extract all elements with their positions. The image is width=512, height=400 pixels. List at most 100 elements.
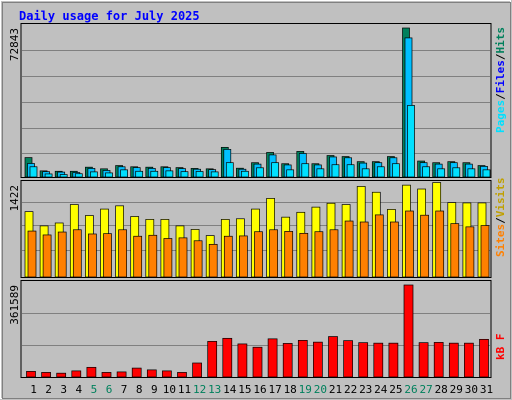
bar-kb-f-day-8: [131, 367, 142, 378]
x-tick-label-day-17: 17: [268, 383, 281, 396]
x-tick-label-day-11: 11: [178, 383, 191, 396]
x-tick-label-day-2: 2: [45, 383, 52, 396]
bar-pages-day-22: [346, 164, 355, 178]
bar-sites-day-9: [148, 234, 158, 278]
x-tick-label-day-9: 9: [151, 383, 158, 396]
bar-pages-day-27: [422, 166, 430, 178]
legend-hits: Hits: [494, 27, 507, 54]
bar-sites-day-6: [103, 233, 112, 278]
bar-kb-f-day-9: [146, 369, 157, 378]
legend-sites: Sites: [494, 224, 507, 257]
bar-pages-day-21: [331, 164, 340, 178]
bar-kb-f-day-21: [328, 336, 338, 378]
bar-kb-f-day-22: [343, 340, 353, 378]
bar-pages-day-18: [286, 169, 295, 178]
x-tick-label-day-25: 25: [389, 383, 402, 396]
x-tick-label-day-24: 24: [374, 383, 388, 396]
y-tick-label: 1422: [8, 185, 21, 212]
bar-sites-day-18: [284, 231, 294, 278]
bar-kb-f-day-26: [403, 284, 414, 378]
bar-pages-day-29: [452, 167, 461, 178]
bar-kb-f-day-27: [418, 342, 429, 378]
bar-sites-day-3: [57, 231, 67, 278]
bar-kb-f-day-4: [71, 370, 82, 378]
x-tick-label-day-14: 14: [223, 383, 237, 396]
bar-kb-f-day-1: [26, 371, 36, 378]
y-tick-label: 72843: [8, 28, 21, 61]
bar-sites-day-16: [254, 231, 263, 278]
panel-hits-frame: [20, 23, 492, 178]
legend-files: Files: [494, 60, 507, 93]
bar-sites-day-30: [465, 226, 475, 278]
bar-kb-f-day-31: [479, 338, 489, 378]
bar-kb-f-day-17: [267, 338, 278, 378]
chart-title: Daily usage for July 2025: [19, 9, 200, 23]
bar-kb-f-day-15: [237, 343, 248, 378]
x-tick-label-day-6: 6: [106, 383, 113, 396]
bar-sites-day-28: [435, 210, 445, 278]
bar-sites-day-20: [314, 231, 324, 278]
bar-pages-day-3: [59, 174, 68, 178]
bar-sites-day-17: [269, 229, 278, 278]
bar-pages-day-30: [467, 168, 476, 178]
bar-kb-f-day-14: [222, 337, 233, 378]
bar-pages-day-5: [90, 171, 98, 178]
bar-kb-f-day-23: [358, 342, 369, 378]
bar-kb-f-day-30: [464, 342, 474, 378]
bar-pages-day-9: [150, 170, 159, 178]
x-tick-label-day-27: 27: [419, 383, 432, 396]
legend-sep-3: /: [494, 217, 507, 224]
bar-kb-f-day-29: [448, 342, 459, 378]
x-tick-label-day-18: 18: [284, 383, 297, 396]
x-tick-label-day-19: 19: [299, 383, 312, 396]
x-tick-label-day-10: 10: [163, 383, 176, 396]
legend-visits: Visits: [494, 178, 507, 218]
bar-sites-day-27: [420, 214, 429, 278]
x-tick-label-day-20: 20: [314, 383, 327, 396]
bar-kb-f-day-12: [192, 362, 202, 378]
bar-sites-day-22: [344, 220, 354, 278]
x-tick-label-day-15: 15: [238, 383, 251, 396]
bar-sites-day-13: [208, 243, 218, 278]
bar-kb-f-day-25: [388, 342, 399, 378]
x-tick-label-day-28: 28: [435, 383, 448, 396]
x-tick-label-day-1: 1: [30, 383, 37, 396]
bar-sites-day-21: [329, 229, 339, 278]
bar-kb-f-day-28: [433, 342, 444, 378]
bar-sites-day-1: [27, 230, 37, 278]
bar-sites-day-15: [239, 235, 248, 278]
bar-pages-day-4: [74, 173, 83, 178]
bar-pages-day-31: [482, 169, 491, 178]
bar-sites-day-8: [133, 235, 143, 278]
x-tick-label-day-3: 3: [60, 383, 67, 396]
x-tick-label-day-23: 23: [359, 383, 372, 396]
legend-pages: Pages: [494, 100, 507, 133]
bar-sites-day-14: [223, 235, 233, 278]
bar-pages-day-24: [376, 166, 385, 178]
bar-sites-day-4: [72, 229, 82, 278]
x-tick-label-day-7: 7: [121, 383, 128, 396]
bar-kb-f-day-20: [313, 341, 323, 378]
bar-pages-day-25: [392, 163, 400, 178]
bar-sites-day-26: [405, 210, 414, 278]
bar-pages-day-7: [120, 169, 128, 178]
bar-kb-f-day-24: [373, 342, 384, 378]
x-tick-label-day-4: 4: [75, 383, 82, 396]
bar-kb-f-day-19: [297, 340, 308, 378]
bar-kb-f-day-13: [207, 341, 218, 378]
bar-sites-day-25: [390, 221, 399, 278]
bar-kb-f-day-2: [41, 372, 51, 378]
bar-pages-day-15: [241, 170, 249, 178]
x-tick-label-day-26: 26: [404, 383, 417, 396]
bar-kb-f-day-7: [116, 371, 127, 378]
bar-sites-day-29: [450, 223, 460, 278]
bar-kb-f-day-3: [56, 372, 67, 378]
bar-kb-f-day-16: [252, 346, 263, 378]
bar-pages-day-19: [301, 163, 310, 178]
bar-sites-day-23: [359, 221, 369, 278]
bar-pages-day-14: [225, 162, 234, 178]
legend-hits-files-pages: Pages/Files/Hits: [494, 27, 507, 133]
